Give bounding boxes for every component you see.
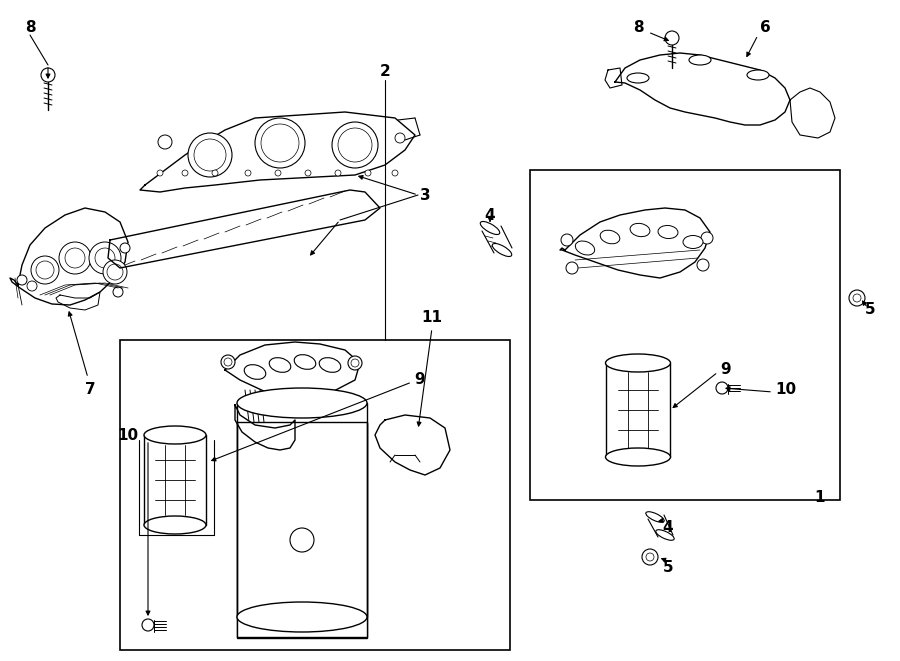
Polygon shape (56, 292, 100, 310)
Circle shape (255, 118, 305, 168)
Ellipse shape (747, 70, 769, 80)
Ellipse shape (683, 235, 703, 249)
Text: 9: 9 (415, 373, 426, 387)
Circle shape (646, 553, 654, 561)
Bar (120, 340, 510, 650)
Text: 9: 9 (720, 362, 731, 377)
Ellipse shape (244, 365, 266, 379)
Text: 5: 5 (865, 303, 876, 317)
Polygon shape (615, 53, 790, 125)
Circle shape (224, 358, 232, 366)
Ellipse shape (237, 388, 367, 418)
Circle shape (36, 261, 54, 279)
Bar (237, 422, 367, 637)
Circle shape (348, 356, 362, 370)
Circle shape (95, 248, 115, 268)
Polygon shape (235, 405, 295, 450)
Circle shape (31, 256, 59, 284)
Circle shape (332, 122, 378, 168)
Polygon shape (375, 415, 450, 475)
Circle shape (212, 170, 218, 176)
Text: 4: 4 (485, 208, 495, 223)
Text: 6: 6 (760, 20, 770, 36)
Bar (530, 170, 840, 500)
Text: 5: 5 (662, 559, 673, 574)
Ellipse shape (492, 243, 512, 256)
Circle shape (290, 528, 314, 552)
Ellipse shape (646, 512, 664, 522)
Text: 8: 8 (24, 20, 35, 36)
Polygon shape (560, 208, 710, 278)
Ellipse shape (144, 426, 206, 444)
Polygon shape (10, 208, 128, 305)
Ellipse shape (481, 221, 500, 235)
Circle shape (701, 232, 713, 244)
Bar (237, 423, 367, 638)
Ellipse shape (144, 516, 206, 534)
Circle shape (194, 139, 226, 171)
Circle shape (120, 243, 130, 253)
Circle shape (113, 287, 123, 297)
Polygon shape (108, 190, 380, 268)
Circle shape (27, 281, 37, 291)
Circle shape (107, 264, 123, 280)
Text: 1: 1 (814, 490, 825, 504)
Circle shape (665, 31, 679, 45)
Circle shape (849, 290, 865, 306)
Circle shape (853, 294, 861, 302)
Circle shape (17, 275, 27, 285)
Circle shape (142, 619, 154, 631)
Text: 10: 10 (117, 428, 139, 442)
Text: 2: 2 (380, 65, 391, 79)
Circle shape (89, 242, 121, 274)
Ellipse shape (294, 355, 316, 369)
Circle shape (335, 170, 341, 176)
Ellipse shape (237, 602, 367, 632)
Ellipse shape (606, 448, 670, 466)
Circle shape (697, 259, 709, 271)
Polygon shape (140, 112, 415, 192)
Ellipse shape (689, 55, 711, 65)
Circle shape (158, 135, 172, 149)
Text: 3: 3 (420, 188, 430, 202)
Circle shape (182, 170, 188, 176)
Circle shape (305, 170, 311, 176)
Ellipse shape (606, 354, 670, 372)
Ellipse shape (627, 73, 649, 83)
Text: 10: 10 (775, 383, 796, 397)
Circle shape (392, 170, 398, 176)
Circle shape (561, 234, 573, 246)
Circle shape (41, 68, 55, 82)
Text: 7: 7 (85, 383, 95, 397)
Text: 8: 8 (633, 20, 643, 36)
Circle shape (221, 355, 235, 369)
Ellipse shape (656, 529, 674, 540)
Text: 11: 11 (421, 311, 443, 325)
Polygon shape (605, 68, 622, 88)
Circle shape (642, 549, 658, 565)
Circle shape (245, 170, 251, 176)
Circle shape (65, 248, 85, 268)
Ellipse shape (320, 358, 341, 372)
Ellipse shape (269, 358, 291, 372)
Circle shape (103, 260, 127, 284)
Circle shape (59, 242, 91, 274)
Polygon shape (790, 88, 835, 138)
Circle shape (157, 170, 163, 176)
Circle shape (338, 128, 372, 162)
Circle shape (275, 170, 281, 176)
Circle shape (365, 170, 371, 176)
Circle shape (188, 133, 232, 177)
Text: 4: 4 (662, 520, 673, 535)
Circle shape (566, 262, 578, 274)
Circle shape (261, 124, 299, 162)
Ellipse shape (630, 223, 650, 237)
Ellipse shape (600, 230, 620, 244)
Polygon shape (225, 342, 360, 397)
Circle shape (351, 359, 359, 367)
Circle shape (716, 382, 728, 394)
Circle shape (395, 133, 405, 143)
Ellipse shape (658, 225, 678, 239)
Ellipse shape (575, 241, 595, 255)
